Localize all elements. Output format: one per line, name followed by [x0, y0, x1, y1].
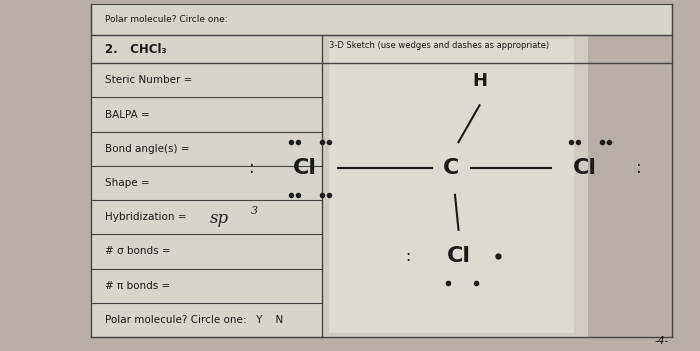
Text: Shape =: Shape = — [105, 178, 150, 188]
Text: :: : — [249, 159, 255, 178]
Text: H: H — [472, 72, 487, 90]
Text: # π bonds =: # π bonds = — [105, 281, 170, 291]
Text: C: C — [443, 159, 460, 178]
Text: # σ bonds =: # σ bonds = — [105, 246, 171, 256]
Text: Cl: Cl — [573, 159, 596, 178]
Text: Cl: Cl — [447, 246, 470, 266]
FancyBboxPatch shape — [91, 4, 672, 35]
Text: sp: sp — [210, 211, 229, 227]
Text: :: : — [405, 249, 410, 264]
Text: Steric Number =: Steric Number = — [105, 75, 192, 85]
Text: Polar molecule? Circle one:   Y    N: Polar molecule? Circle one: Y N — [105, 315, 284, 325]
Text: :: : — [636, 159, 642, 178]
Text: 3: 3 — [251, 206, 258, 216]
Text: Bond angle(s) =: Bond angle(s) = — [105, 144, 190, 154]
Text: Polar molecule? Circle one:: Polar molecule? Circle one: — [105, 15, 228, 24]
FancyBboxPatch shape — [322, 35, 588, 337]
FancyBboxPatch shape — [91, 35, 322, 337]
Text: BALPA =: BALPA = — [105, 110, 150, 119]
Text: -4-: -4- — [654, 336, 668, 346]
Text: Hybridization =: Hybridization = — [105, 212, 190, 222]
Text: Cl: Cl — [293, 159, 316, 178]
Text: 3-D Sketch (use wedges and dashes as appropriate): 3-D Sketch (use wedges and dashes as app… — [329, 41, 549, 50]
Text: 2.   CHCl₃: 2. CHCl₃ — [105, 42, 167, 56]
FancyBboxPatch shape — [329, 39, 574, 333]
